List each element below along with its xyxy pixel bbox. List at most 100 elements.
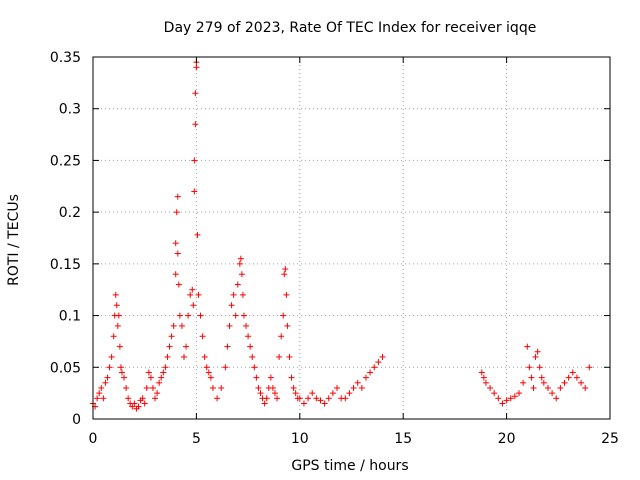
data-point [253,374,260,381]
data-point [199,333,206,340]
data-point [222,364,229,371]
data-point [263,395,270,402]
data-point [487,384,494,391]
data-point [100,395,107,402]
data-point [191,188,198,195]
data-point [495,395,502,402]
data-point [282,266,289,273]
data-point [238,271,245,278]
data-point [269,384,276,391]
data-point [520,379,527,386]
data-point [281,271,288,278]
data-point [245,333,252,340]
data-point [309,390,316,397]
data-point [482,379,489,386]
data-point [149,384,156,391]
data-point [108,353,115,360]
data-point [480,374,487,381]
y-tick-label: 0.15 [50,257,81,273]
data-point [232,312,239,319]
data-point [129,403,136,410]
data-point [491,390,498,397]
x-tick-label: 5 [192,431,201,447]
data-point [214,395,221,402]
data-point [114,322,121,329]
data-point [118,369,125,376]
data-point [173,209,180,216]
data-point [549,390,556,397]
data-point [280,312,287,319]
data-point [261,400,268,407]
data-point [162,364,169,371]
data-point [168,333,175,340]
data-point [123,384,130,391]
data-point [194,231,201,238]
data-point [274,395,281,402]
data-point [189,286,196,293]
data-point [166,343,173,350]
data-point [156,379,163,386]
data-point [117,364,124,371]
data-point [334,384,341,391]
data-point [300,400,307,407]
data-point [197,312,204,319]
data-point [176,312,183,319]
y-tick-label: 0.05 [50,360,81,376]
data-point [187,291,194,298]
data-point [540,379,547,386]
data-point [141,400,148,407]
data-point [346,390,353,397]
data-point [158,374,165,381]
data-point [516,390,523,397]
data-point [524,343,531,350]
data-point [192,121,199,128]
data-point [354,379,361,386]
data-point [534,348,541,355]
data-point [532,353,539,360]
data-point [160,369,167,376]
x-tick-label: 20 [498,431,516,447]
data-point [174,250,181,257]
data-point [152,395,159,402]
y-tick-label: 0.2 [59,205,81,221]
data-point [284,322,291,329]
data-point [207,374,214,381]
data-point [98,384,105,391]
y-axis-label: ROTI / TECUs [6,194,22,286]
data-point [578,379,585,386]
data-point [178,322,185,329]
y-tick-label: 0.3 [59,102,81,118]
data-point [317,397,324,404]
data-point [203,364,210,371]
data-point [145,369,152,376]
data-point [561,379,568,386]
data-point [113,302,120,309]
data-point [237,255,244,262]
data-point [174,193,181,200]
x-tick-label: 0 [89,431,98,447]
data-point [536,364,543,371]
data-point [239,291,246,298]
data-point [511,393,518,400]
data-point [329,390,336,397]
data-point [112,291,119,298]
data-point [193,64,200,71]
data-point [313,395,320,402]
data-point [553,395,560,402]
data-point [526,364,533,371]
data-point [154,390,161,397]
data-point [342,395,349,402]
data-point [240,312,247,319]
data-point [115,312,122,319]
data-point [125,395,132,402]
axis-ticks [92,56,611,420]
data-point [170,322,177,329]
data-point [362,374,369,381]
data-point [375,359,382,366]
data-point [102,379,109,386]
data-point [247,343,254,350]
data-point [367,369,374,376]
data-point [305,395,312,402]
data-point [544,384,551,391]
